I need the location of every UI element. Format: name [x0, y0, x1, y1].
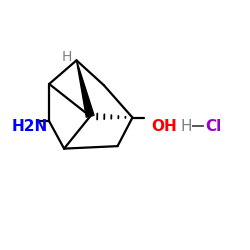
Text: OH: OH — [151, 119, 177, 134]
Text: Cl: Cl — [205, 119, 222, 134]
Text: H: H — [62, 50, 72, 64]
Text: H: H — [180, 119, 192, 134]
Text: H2N: H2N — [11, 119, 48, 134]
Polygon shape — [76, 60, 94, 117]
